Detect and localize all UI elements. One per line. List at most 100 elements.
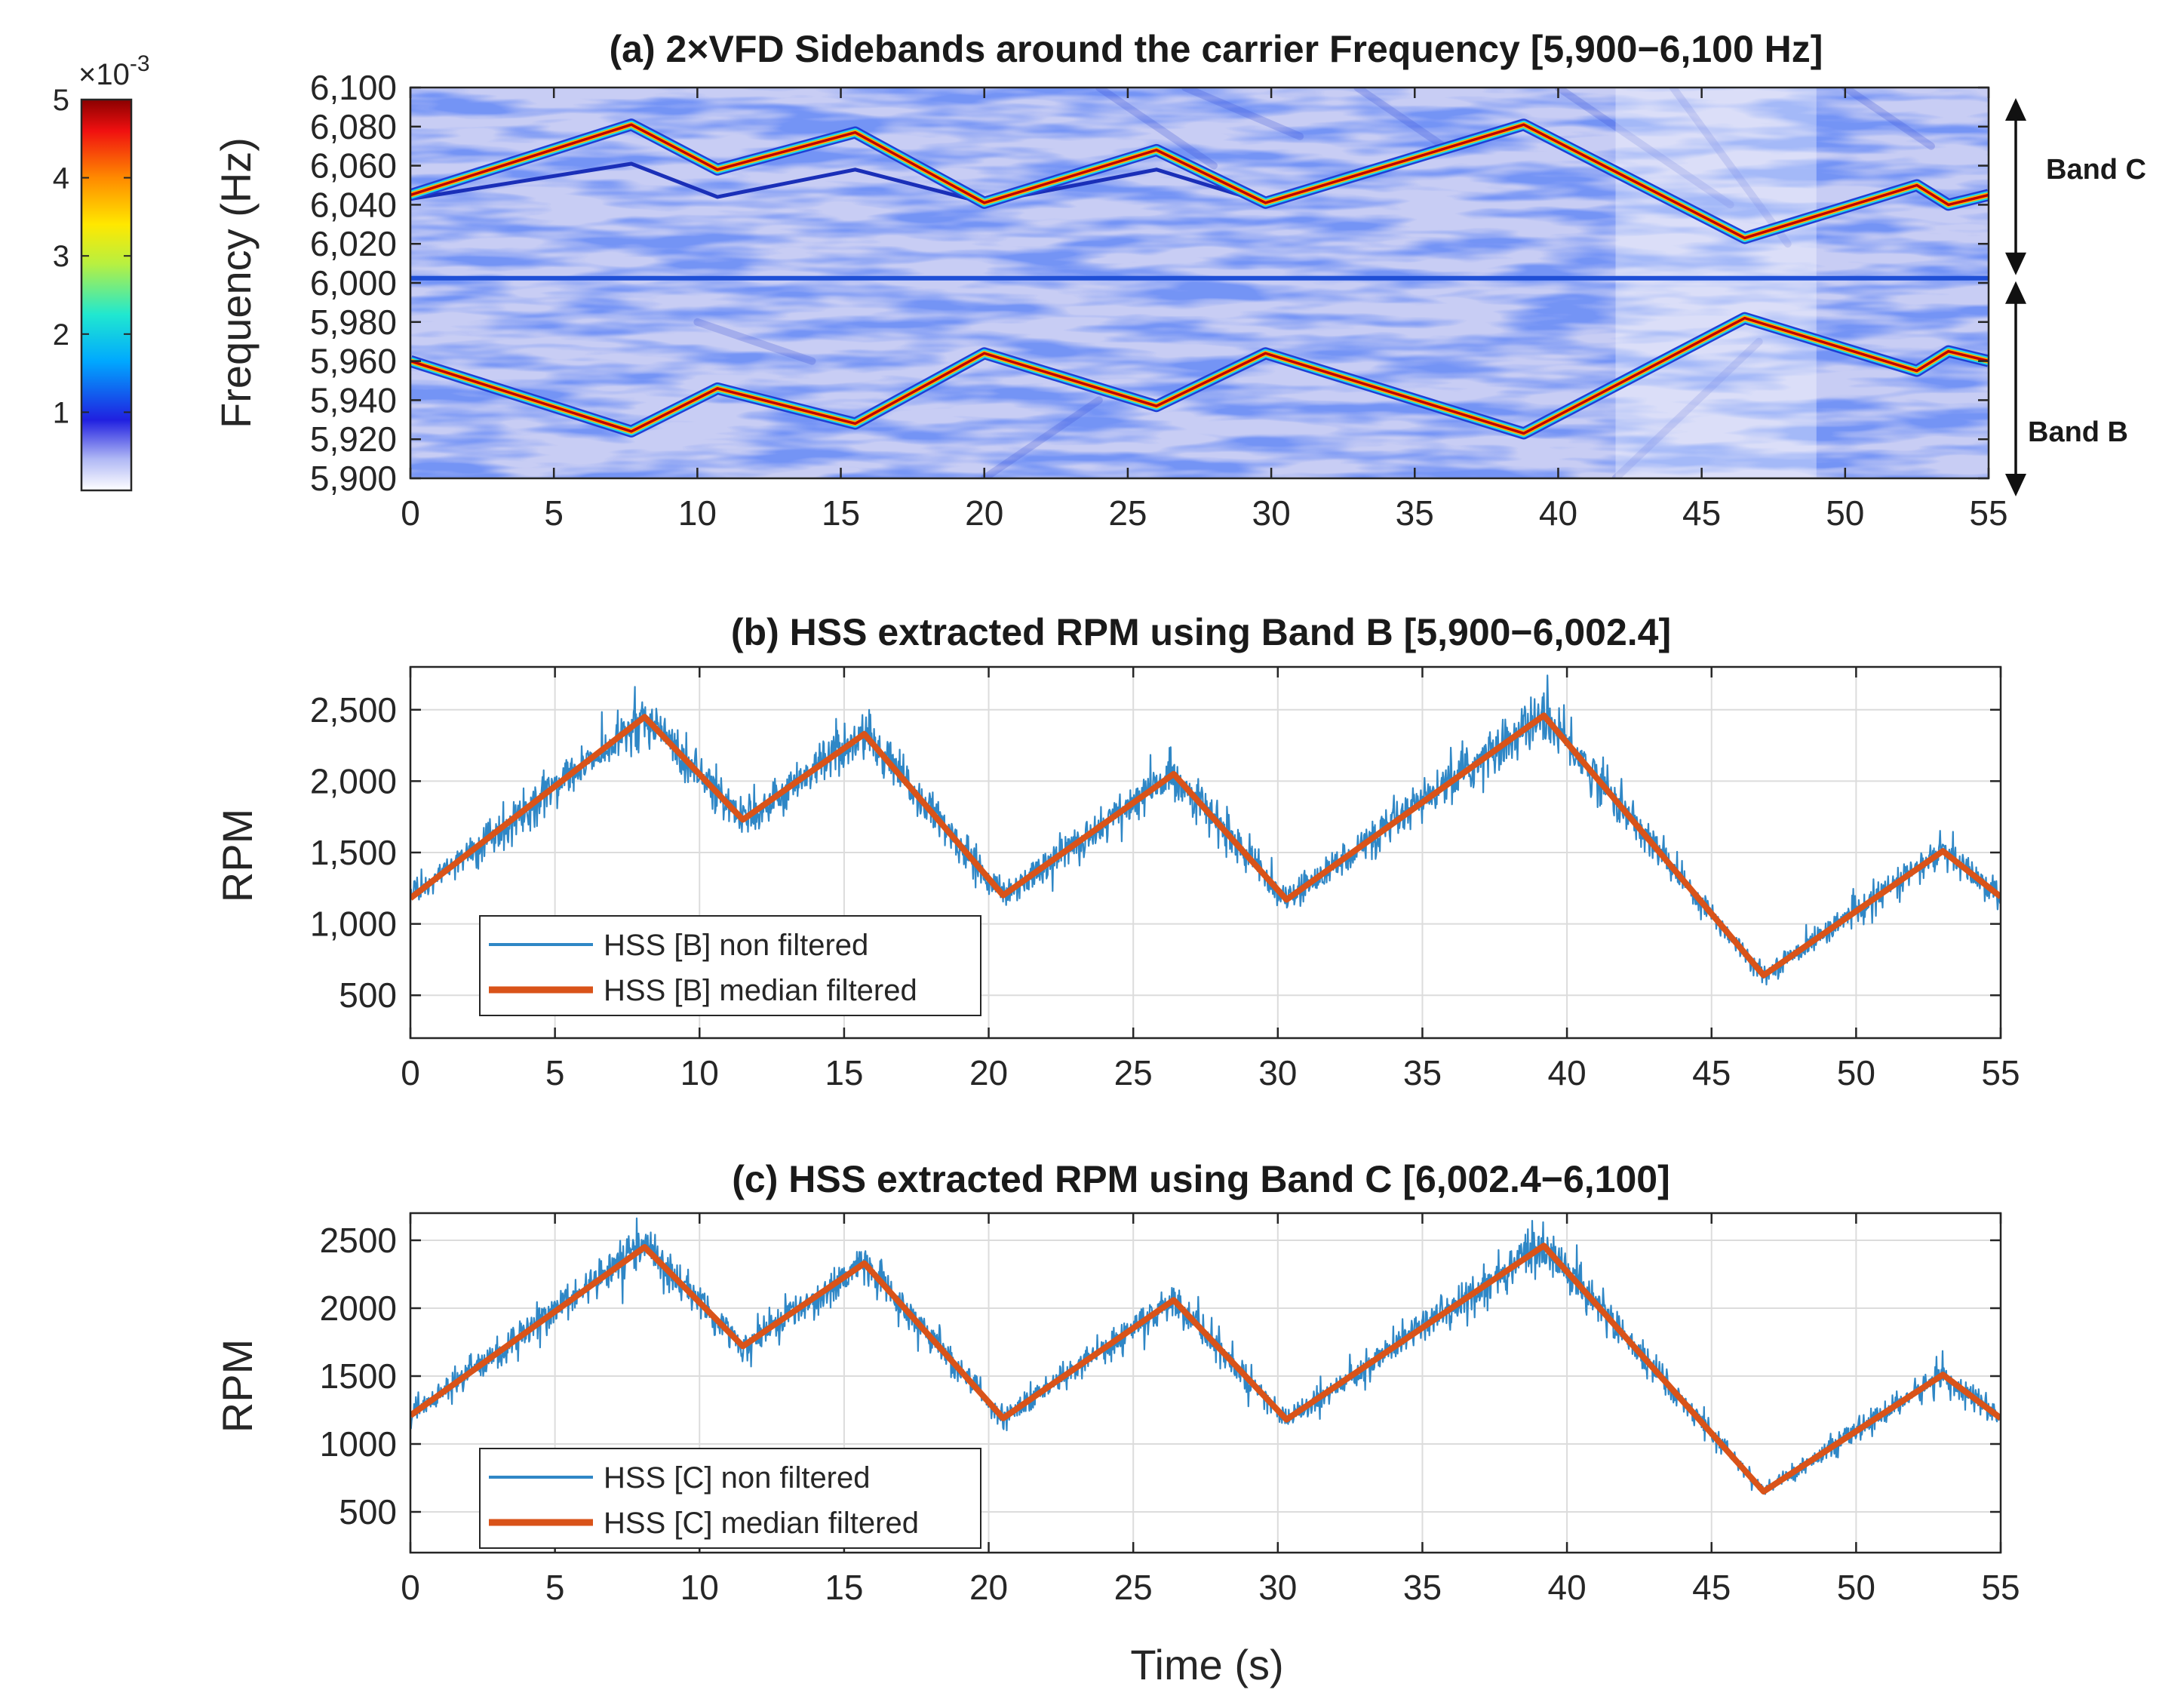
- colorbar-ticks: 1 2 3 4 5: [53, 84, 131, 429]
- harmonic-streak: [980, 396, 1103, 478]
- xtick-label: 20: [969, 1053, 1008, 1092]
- ytick-label: 5,920: [310, 419, 397, 459]
- panel-c-rpm-band-c: (c) HSS extracted RPM using Band C [6,00…: [213, 1158, 2020, 1688]
- ytick-label: 6,080: [310, 107, 397, 146]
- xtick-label: 10: [680, 1053, 719, 1092]
- ytick-label: 5,940: [310, 380, 397, 419]
- ytick-label: 2,000: [310, 761, 397, 800]
- arrow-head-down: [2005, 252, 2026, 275]
- colorbar-tick-label: 5: [53, 84, 69, 117]
- band-b-label: Band B: [2028, 416, 2128, 448]
- xtick-label: 5: [544, 493, 564, 533]
- xtick-label: 0: [401, 1568, 420, 1607]
- ytick-label: 1,000: [310, 905, 397, 944]
- band-b-arrow: [2005, 281, 2026, 496]
- ytick-label: 6,000: [310, 263, 397, 303]
- xtick-label: 15: [825, 1568, 863, 1607]
- panel-a-ticks: 0 5 10 15 20 25 30 35 40 45 50 555,9005,9205,9405,9…: [310, 68, 2008, 533]
- panel-c-series: [410, 1217, 2001, 1495]
- ytick-label: 2,500: [310, 690, 397, 730]
- panel-c-title: (c) HSS extracted RPM using Band C [6,00…: [732, 1158, 1669, 1200]
- colorbar-tick-label: 3: [53, 240, 69, 273]
- xtick-label: 55: [1981, 1568, 2020, 1607]
- ytick-label: 1500: [320, 1356, 397, 1396]
- xtick-label: 40: [1548, 1053, 1587, 1092]
- spectrogram-ridges: [410, 88, 1989, 478]
- colorbar-gradient: [80, 98, 133, 492]
- panel-c-legend: HSS [C] non filtered HSS [C] median filt…: [479, 1448, 981, 1549]
- colorbar-tick-label: 2: [53, 318, 69, 352]
- harmonic-streak: [1841, 88, 1935, 150]
- ytick-label: 6,040: [310, 185, 397, 224]
- xtick-label: 20: [969, 1568, 1008, 1607]
- harmonic-streak: [1611, 337, 1763, 478]
- legend-c-noisy-label: HSS [C] non filtered: [604, 1461, 871, 1495]
- ytick-label: 500: [339, 975, 397, 1015]
- panel-b-series: [410, 674, 2001, 986]
- xtick-label: 40: [1548, 1568, 1587, 1607]
- xtick-label: 35: [1396, 493, 1434, 533]
- xtick-label: 0: [401, 493, 420, 533]
- harmonic-streak: [1554, 88, 1734, 209]
- harmonic-streak: [1095, 88, 1218, 170]
- xtick-label: 10: [680, 1568, 719, 1607]
- legend-b-box: [479, 915, 981, 1016]
- xtick-label: 35: [1403, 1053, 1442, 1092]
- colorbar-tick-label: 4: [53, 162, 69, 195]
- harmonic-streak: [1181, 88, 1304, 140]
- panel-c-frame: [409, 1212, 2002, 1554]
- panel-b-rpm-band-b: (b) HSS extracted RPM using Band B [5,90…: [213, 611, 2020, 1092]
- colorbar-exponent: ×10-3: [78, 51, 150, 91]
- band-b-ridge-core: [410, 316, 1989, 435]
- panel-a-ylabel: Frequency (Hz): [212, 137, 260, 429]
- xtick-label: 35: [1403, 1568, 1442, 1607]
- panel-b-title: (b) HSS extracted RPM using Band B [5,90…: [731, 611, 1671, 653]
- panel-b-ylabel: RPM: [213, 809, 261, 902]
- arrow-head-up: [2005, 98, 2026, 121]
- panel-c-xlabel: Time (s): [1130, 1641, 1283, 1688]
- xtick-label: 40: [1539, 493, 1577, 533]
- ytick-label: 6,100: [310, 68, 397, 107]
- colorbar-tick-label: 1: [53, 396, 69, 429]
- band-c-label: Band C: [2046, 154, 2146, 186]
- low-energy-region: [1615, 88, 1817, 478]
- panel-b-ticks: 0 5 10 15 20 25 30 35 40 45 50 55 500 1,000 1,500 2,000…: [310, 667, 2020, 1092]
- xtick-label: 30: [1258, 1568, 1297, 1607]
- xtick-label: 30: [1252, 493, 1291, 533]
- ytick-label: 6,060: [310, 146, 397, 186]
- xtick-label: 25: [1108, 493, 1147, 533]
- ytick-label: 2000: [320, 1289, 397, 1328]
- xtick-label: 25: [1114, 1053, 1153, 1092]
- series-non-filtered: [410, 674, 2001, 986]
- band-c-arrow: [2005, 98, 2026, 275]
- legend-c-filtered-label: HSS [C] median filtered: [604, 1507, 919, 1540]
- harmonic-streak: [693, 318, 816, 365]
- band-c-secondary-ridge: [410, 161, 1267, 205]
- ytick-label: 500: [339, 1492, 397, 1531]
- legend-b-noisy-label: HSS [B] non filtered: [604, 929, 868, 962]
- panel-c-ticks: 0 5 10 15 20 25 30 35 40 45 50 55 500 1000 1500 2000 250…: [320, 1213, 2020, 1607]
- arrow-head-up: [2005, 281, 2026, 304]
- colorbar: ×10-3 1 2 3 4 5: [53, 51, 150, 492]
- panel-c-ylabel: RPM: [213, 1339, 261, 1433]
- panel-a-title: (a) 2×VFD Sidebands around the carrier F…: [610, 28, 1823, 70]
- band-annotations: Band C Band B: [2005, 98, 2146, 496]
- xtick-label: 50: [1826, 493, 1864, 533]
- xtick-label: 15: [822, 493, 860, 533]
- band-c-ridge-core: [410, 123, 1989, 240]
- ytick-label: 5,900: [310, 459, 397, 498]
- xtick-label: 45: [1692, 1053, 1731, 1092]
- ytick-label: 1,500: [310, 833, 397, 872]
- harmonic-streak: [1669, 88, 1792, 248]
- xtick-label: 20: [965, 493, 1003, 533]
- xtick-label: 15: [825, 1053, 863, 1092]
- xtick-label: 45: [1692, 1568, 1731, 1607]
- xtick-label: 55: [1969, 493, 2007, 533]
- arrow-head-down: [2005, 474, 2026, 496]
- ytick-label: 5,980: [310, 303, 397, 342]
- panel-b-legend: HSS [B] non filtered HSS [B] median filt…: [479, 915, 981, 1016]
- ytick-label: 2500: [320, 1221, 397, 1260]
- harmonic-streak: [1353, 88, 1448, 150]
- xtick-label: 55: [1981, 1053, 2020, 1092]
